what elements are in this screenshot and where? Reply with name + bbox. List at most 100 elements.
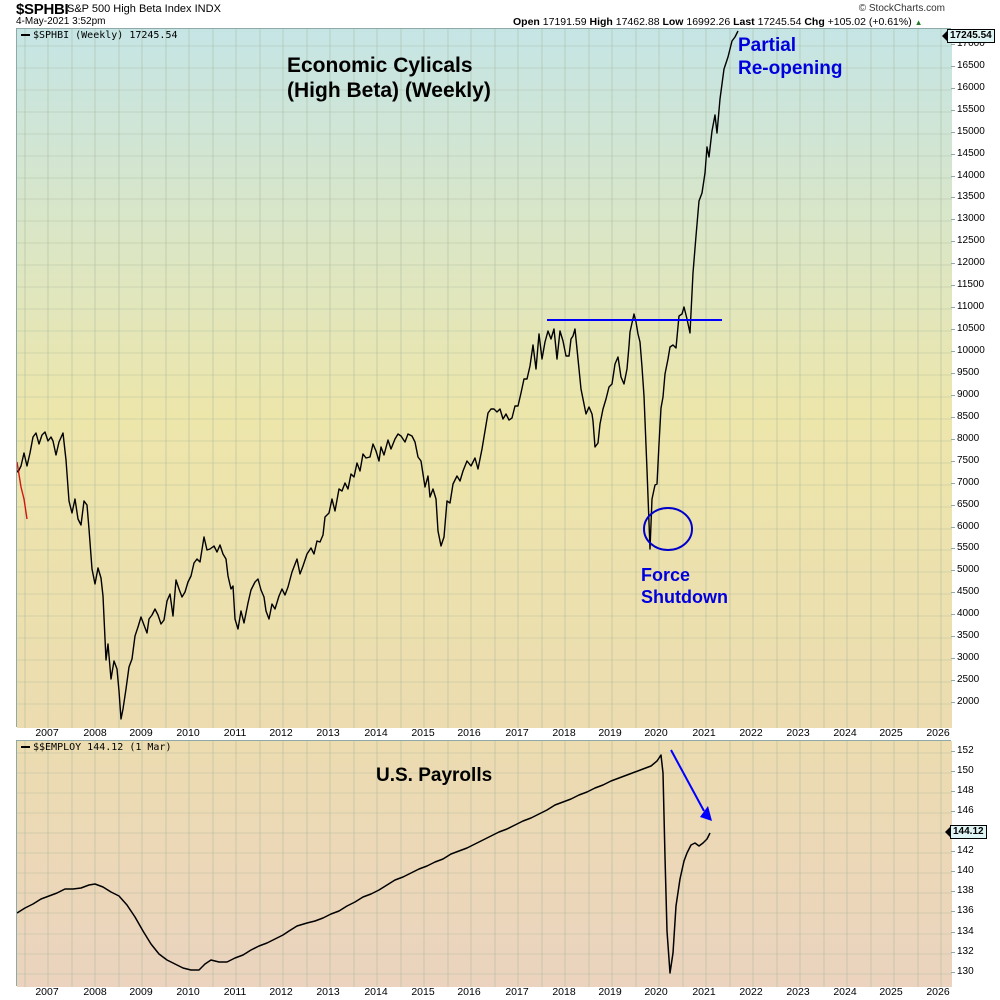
y-tick: 16500 <box>951 60 985 71</box>
y-tick: 12500 <box>951 235 985 246</box>
symbol-description: S&P 500 High Beta Index INDX <box>67 3 221 15</box>
x-tick: 2011 <box>223 986 247 998</box>
y-tick: 134 <box>951 926 974 937</box>
timestamp: 4-May-2021 3:52pm <box>16 16 106 27</box>
x-tick: 2007 <box>35 727 59 739</box>
y-tick: 13000 <box>951 213 985 224</box>
annotation-force-shutdown: Force Shutdown <box>641 565 728 607</box>
x-tick: 2020 <box>644 986 668 998</box>
price-panel[interactable]: $SPHBI (Weekly) 17245.54 Economic Cylica… <box>16 28 952 728</box>
x-tick: 2018 <box>552 727 576 739</box>
y-tick: 3500 <box>950 630 980 641</box>
vertical-gridlines <box>24 29 942 728</box>
price-line-down-segments <box>17 461 28 520</box>
y-tick: 150 <box>951 765 974 776</box>
y-tick: 11500 <box>950 279 985 290</box>
y-tick: 146 <box>951 805 974 816</box>
copyright: © StockCharts.com <box>858 3 945 14</box>
payrolls-x-axis: 2007 2008 2009 2010 2011 2012 2013 2014 … <box>16 986 951 1000</box>
y-tick: 152 <box>951 745 974 756</box>
y-tick: 17000 <box>951 38 985 49</box>
x-tick: 2018 <box>552 986 576 998</box>
vertical-gridlines <box>24 741 942 987</box>
y-tick: 14000 <box>951 170 985 181</box>
payrolls-panel[interactable]: $$EMPLOY 144.12 (1 Mar) U.S. Payrolls <box>16 740 952 987</box>
y-tick: 10500 <box>951 323 985 334</box>
x-tick: 2012 <box>269 727 293 739</box>
y-tick: 11000 <box>950 301 985 312</box>
y-tick: 7000 <box>950 477 980 488</box>
y-tick: 5000 <box>950 564 980 575</box>
y-tick: 6500 <box>950 499 980 510</box>
x-tick: 2019 <box>598 986 622 998</box>
horizontal-gridlines <box>17 752 952 975</box>
x-tick: 2025 <box>879 986 903 998</box>
x-tick: 2009 <box>129 727 153 739</box>
y-tick: 9000 <box>950 389 980 400</box>
y-tick: 136 <box>951 905 974 916</box>
arrow-line <box>670 749 705 812</box>
shutdown-circle <box>643 507 693 551</box>
price-x-axis: 2007 2008 2009 2010 2011 2012 2013 2014 … <box>16 727 951 741</box>
y-tick: 2000 <box>950 696 980 707</box>
x-tick: 2024 <box>833 986 857 998</box>
y-tick: 6000 <box>950 521 980 532</box>
payrolls-y-axis: 152 150 148 146 142 140 138 136 134 132 … <box>951 740 1000 986</box>
price-chart-svg <box>17 29 952 728</box>
x-tick: 2017 <box>505 986 529 998</box>
x-tick: 2014 <box>364 727 388 739</box>
chart-title: Economic Cylicals (High Beta) (Weekly) <box>287 54 491 103</box>
ohlc-summary: Open 17191.59 High 17462.88 Low 16992.26… <box>513 16 923 28</box>
x-tick: 2013 <box>316 727 340 739</box>
y-tick: 9500 <box>950 367 980 378</box>
x-tick: 2022 <box>739 727 763 739</box>
y-tick: 132 <box>951 946 974 957</box>
x-tick: 2008 <box>83 727 107 739</box>
x-tick: 2021 <box>692 727 716 739</box>
x-tick: 2026 <box>926 727 950 739</box>
y-tick: 15500 <box>951 104 985 115</box>
y-tick: 148 <box>951 785 974 796</box>
x-tick: 2025 <box>879 727 903 739</box>
y-tick: 130 <box>951 966 974 977</box>
x-tick: 2010 <box>176 986 200 998</box>
x-tick: 2020 <box>644 727 668 739</box>
x-tick: 2010 <box>176 727 200 739</box>
payrolls-last-value-tag: 144.12 <box>945 825 987 839</box>
x-tick: 2014 <box>364 986 388 998</box>
x-tick: 2022 <box>739 986 763 998</box>
price-y-axis: 17000 16500 16000 15500 15000 14500 1400… <box>950 28 1000 727</box>
up-arrow-icon: ▲ <box>914 18 923 27</box>
x-tick: 2012 <box>269 986 293 998</box>
payrolls-legend: $$EMPLOY 144.12 (1 Mar) <box>21 742 171 753</box>
y-tick: 4000 <box>950 608 980 619</box>
y-tick: 10000 <box>951 345 985 356</box>
price-last-value-tag: 17245.54 <box>942 29 995 43</box>
y-tick: 142 <box>951 845 974 856</box>
y-tick: 15000 <box>951 126 985 137</box>
y-tick: 138 <box>951 885 974 896</box>
payrolls-title: U.S. Payrolls <box>376 765 493 786</box>
x-tick: 2024 <box>833 727 857 739</box>
y-tick: 3000 <box>950 652 980 663</box>
y-tick: 2500 <box>950 674 980 685</box>
x-tick: 2019 <box>598 727 622 739</box>
x-tick: 2009 <box>129 986 153 998</box>
payrolls-line <box>17 754 711 974</box>
symbol: $SPHBI <box>16 1 69 18</box>
x-tick: 2016 <box>457 727 481 739</box>
y-tick: 5500 <box>950 542 980 553</box>
y-tick: 12000 <box>951 257 985 268</box>
arrow-head-icon <box>700 806 712 821</box>
x-tick: 2021 <box>692 986 716 998</box>
x-tick: 2016 <box>457 986 481 998</box>
chart-header: $SPHBI S&P 500 High Beta Index INDX 4-Ma… <box>0 0 1000 28</box>
x-tick: 2015 <box>411 986 435 998</box>
y-tick: 7500 <box>950 455 980 466</box>
x-tick: 2013 <box>316 986 340 998</box>
price-line <box>17 30 739 720</box>
y-tick: 140 <box>951 865 974 876</box>
price-legend: $SPHBI (Weekly) 17245.54 <box>21 30 178 41</box>
y-tick: 8000 <box>950 433 980 444</box>
x-tick: 2023 <box>786 727 810 739</box>
